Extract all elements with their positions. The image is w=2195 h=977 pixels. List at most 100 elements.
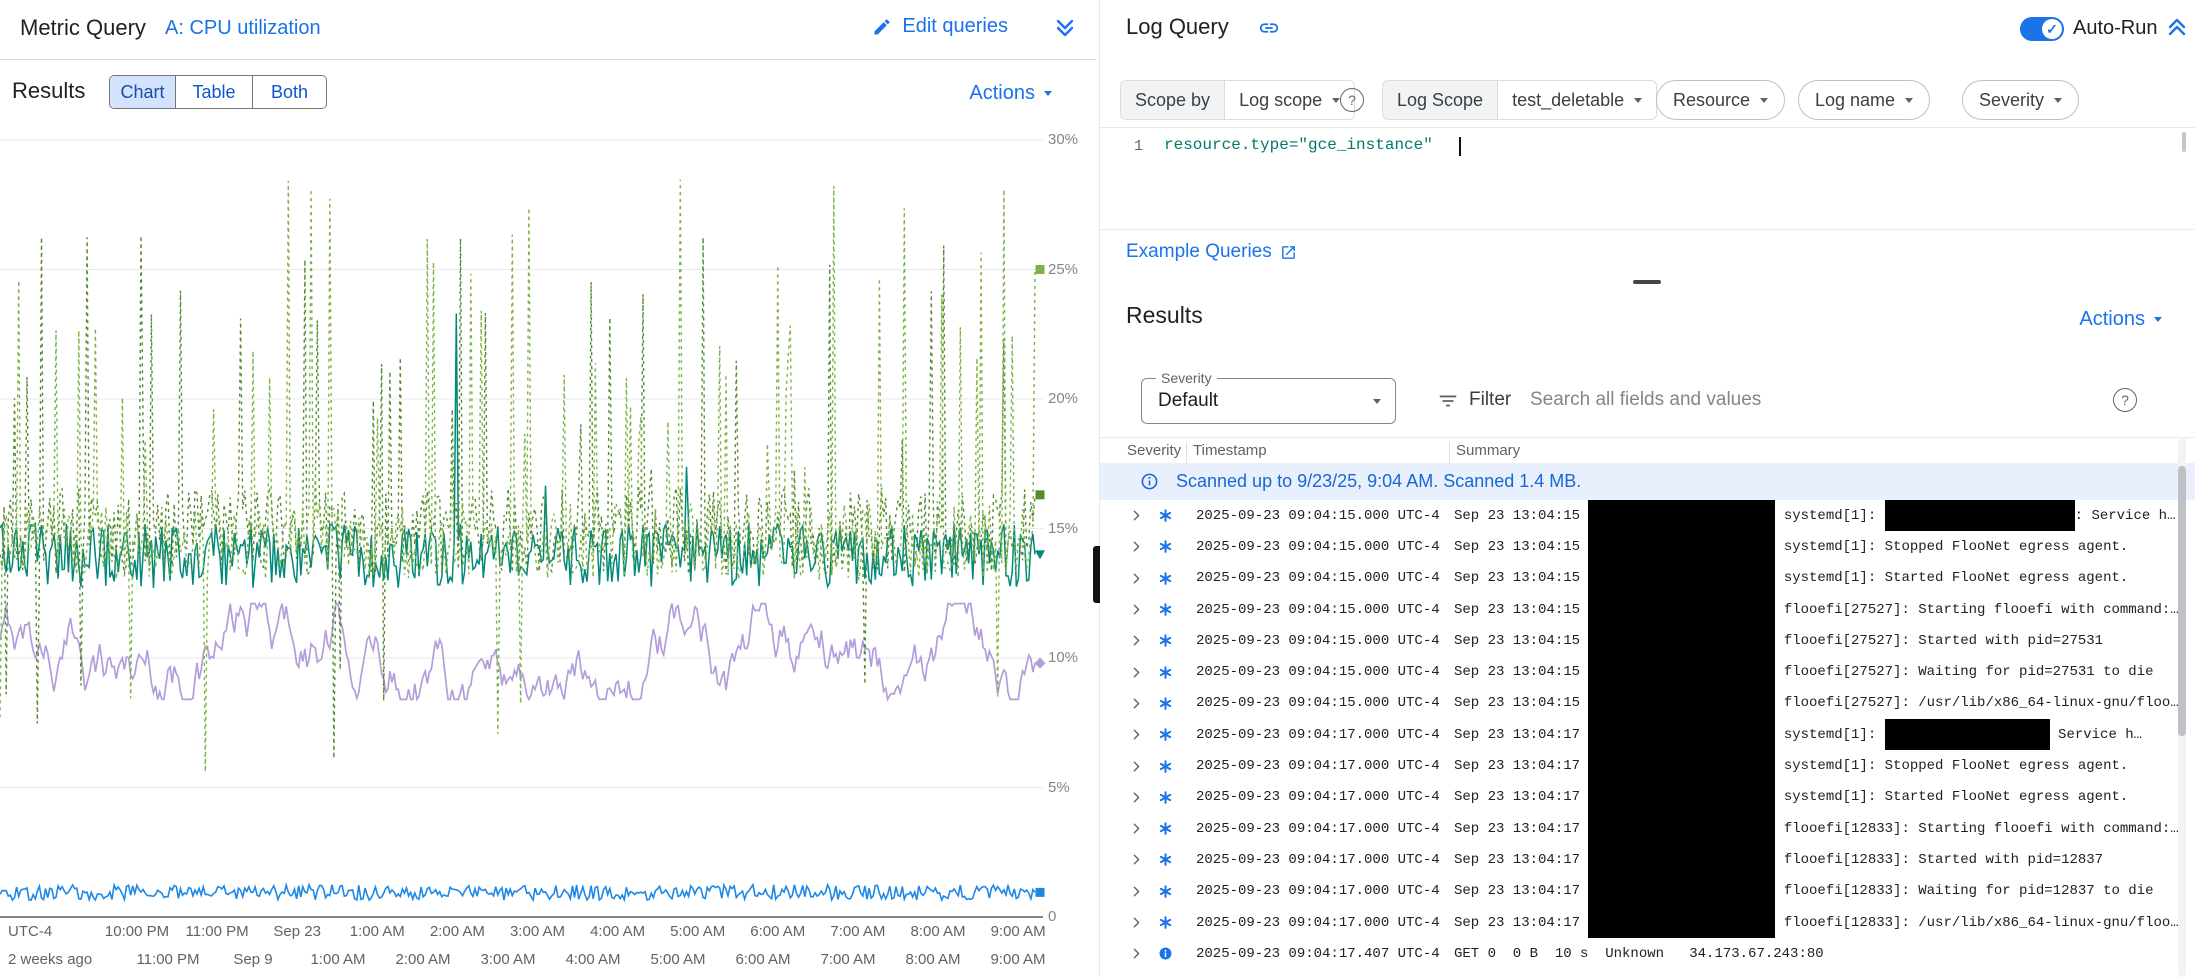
filter-help-icon[interactable]: ? (2113, 388, 2137, 412)
expand-row-chevron-icon[interactable] (1128, 788, 1146, 806)
log-timestamp: 2025-09-23 09:04:17.000 UTC-4 (1196, 820, 1440, 837)
y-axis-label: 5% (1048, 778, 1070, 796)
log-summary: Sep 23 13:04:17 flooefi[12833]: Started … (1454, 844, 2195, 876)
log-row[interactable]: 2025-09-23 09:04:15.000 UTC-4 Sep 23 13:0… (1100, 625, 2195, 657)
log-row[interactable]: 2025-09-23 09:04:15.000 UTC-4 Sep 23 13:0… (1100, 593, 2195, 626)
metric-actions-dropdown[interactable]: Actions (969, 82, 1052, 105)
tab-table[interactable]: Table (176, 76, 253, 108)
expand-row-chevron-icon[interactable] (1128, 882, 1146, 900)
expand-row-chevron-icon[interactable] (1128, 663, 1146, 681)
panel-resize-handle[interactable] (1093, 546, 1103, 603)
x-axis-label: Sep 23 (273, 923, 321, 940)
x-axis-label: 9:00 AM (990, 951, 1046, 968)
log-timestamp: 2025-09-23 09:04:17.000 UTC-4 (1196, 726, 1440, 743)
log-row[interactable]: 2025-09-23 09:04:15.000 UTC-4 Sep 23 13:0… (1100, 687, 2195, 720)
expand-queries-button[interactable] (1052, 15, 1078, 46)
redacted-block (1588, 562, 1776, 594)
log-summary-text: flooefi[12833]: Started with pid=12837 (1775, 851, 2104, 868)
x-axis-label: 4:00 AM (590, 923, 646, 940)
example-queries-link[interactable]: Example Queries (1126, 241, 1297, 263)
log-row[interactable]: 2025-09-23 09:04:17.000 UTC-4 Sep 23 13:0… (1100, 781, 2195, 813)
edit-queries-button[interactable]: Edit queries (872, 15, 1008, 38)
expand-row-chevron-icon[interactable] (1128, 538, 1146, 556)
log-timestamp: 2025-09-23 09:04:15.000 UTC-4 (1196, 507, 1440, 524)
copy-link-icon[interactable] (1258, 17, 1280, 44)
collapse-panel-button[interactable] (2164, 14, 2190, 45)
expand-row-chevron-icon[interactable] (1128, 820, 1146, 838)
log-row[interactable]: 2025-09-23 09:04:17.000 UTC-4 Sep 23 13:0… (1100, 812, 2195, 845)
y-axis-label: 20% (1048, 390, 1079, 407)
log-scope-dropdown[interactable]: Log scope (1225, 81, 1355, 119)
severity-pill-label: Severity (1979, 89, 2045, 110)
log-name-filter-pill[interactable]: Log name (1798, 80, 1931, 120)
log-row[interactable]: 2025-09-23 09:04:15.000 UTC-4 Sep 23 13:0… (1100, 500, 2195, 532)
chart-x-axis-current: UTC-4 10:00 PM 11:00 PM Sep 23 1:00 AM 2:00 A… (0, 923, 1096, 943)
x-axis-label: 2:00 AM (429, 923, 485, 940)
log-actions-dropdown[interactable]: Actions (2079, 308, 2162, 331)
expand-row-chevron-icon[interactable] (1128, 726, 1146, 744)
x-axis-label: UTC-4 (8, 923, 53, 940)
redacted-block (1588, 750, 1776, 782)
log-summary-text: flooefi[12833]: Starting flooefi with co… (1775, 820, 2179, 837)
series-cpu-utilization-teal (0, 313, 1036, 589)
log-scope-value-dropdown[interactable]: test_deletable (1498, 81, 1657, 119)
log-summary: Sep 23 13:04:17 systemd[1]: Service h… (1454, 719, 2195, 751)
log-row[interactable]: 2025-09-23 09:04:17.000 UTC-4 Sep 23 13:0… (1100, 844, 2195, 876)
expand-row-chevron-icon[interactable] (1128, 851, 1146, 869)
results-scrollbar-thumb[interactable] (2178, 466, 2186, 736)
expand-row-chevron-icon[interactable] (1128, 601, 1146, 619)
log-row[interactable]: 2025-09-23 09:04:17.000 UTC-4 Sep 23 13:0… (1100, 906, 2195, 939)
log-row[interactable]: 2025-09-23 09:04:17.000 UTC-4 Sep 23 13:0… (1100, 875, 2195, 907)
expand-row-chevron-icon[interactable] (1128, 914, 1146, 932)
query-text: resource.type="gce_instance" (1164, 136, 1433, 154)
text-cursor (1459, 137, 1461, 156)
severity-info-icon (1158, 946, 1174, 962)
section-resize-handle[interactable] (1633, 280, 1661, 284)
expand-row-chevron-icon[interactable] (1128, 632, 1146, 650)
column-divider (1186, 442, 1187, 468)
log-row[interactable]: 2025-09-23 09:04:17.407 UTC-4 GET 0 0 B 1… (1100, 938, 2195, 970)
resource-filter-pill[interactable]: Resource (1656, 80, 1786, 120)
chevron-down-icon (2154, 317, 2162, 322)
log-row[interactable]: 2025-09-23 09:04:15.000 UTC-4 Sep 23 13:0… (1100, 562, 2195, 594)
log-summary-text: Sep 23 13:04:15 (1454, 570, 1589, 587)
log-timestamp: 2025-09-23 09:04:17.000 UTC-4 (1196, 758, 1440, 775)
redacted-block (1588, 781, 1776, 813)
auto-run-toggle[interactable]: ✓ (2020, 17, 2064, 41)
filter-label: Filter (1469, 389, 1512, 410)
severity-select[interactable]: Severity Default (1141, 370, 1396, 424)
log-row[interactable]: 2025-09-23 09:04:17.000 UTC-4 Sep 23 13:0… (1100, 750, 2195, 782)
expand-row-chevron-icon[interactable] (1128, 694, 1146, 712)
log-row[interactable]: 2025-09-23 09:04:17.000 UTC-4 Sep 23 13:0… (1100, 719, 2195, 751)
log-summary-text: systemd[1]: Started FlooNet egress agent… (1775, 570, 2129, 587)
log-summary-text: GET 0 0 B 10 s Unknown 34.173.67.243:80 (1454, 945, 1824, 962)
tab-both[interactable]: Both (253, 76, 326, 108)
expand-row-chevron-icon[interactable] (1128, 757, 1146, 775)
expand-row-chevron-icon[interactable] (1128, 507, 1146, 525)
log-summary: Sep 23 13:04:15 flooefi[27527]: Started … (1454, 625, 2195, 657)
redacted-block (1588, 625, 1776, 657)
x-axis-label: 11:00 PM (185, 923, 249, 940)
scope-help-icon[interactable]: ? (1340, 88, 1364, 112)
log-summary: Sep 23 13:04:15 systemd[1]: Stopped Floo… (1454, 531, 2195, 563)
log-summary-text: Service h… (2049, 726, 2143, 743)
column-summary: Summary (1456, 442, 1521, 459)
log-query-editor[interactable]: 1 resource.type="gce_instance" (1100, 127, 2195, 230)
redacted-block (1588, 719, 1776, 751)
redacted-block (1588, 656, 1776, 688)
log-search-input[interactable]: Search all fields and values (1530, 389, 1762, 410)
log-summary-text: systemd[1]: (1775, 726, 1885, 743)
y-axis-label: 25% (1048, 260, 1079, 278)
severity-filter-pill[interactable]: Severity (1962, 80, 2080, 120)
chart-y-axis-labels: 30% 25% 20% 15% 10% 5% 0 (1048, 0, 1094, 977)
log-rows-list: 2025-09-23 09:04:15.000 UTC-4 Sep 23 13:0… (1100, 500, 2195, 977)
pencil-icon (874, 18, 890, 34)
expand-row-chevron-icon[interactable] (1128, 945, 1146, 963)
query-a-cpu-utilization-link[interactable]: A: CPU utilization (165, 17, 321, 39)
tab-chart[interactable]: Chart (110, 76, 176, 108)
editor-scrollbar[interactable] (2182, 132, 2186, 152)
y-axis-label: 15% (1048, 519, 1079, 537)
log-row[interactable]: 2025-09-23 09:04:15.000 UTC-4 Sep 23 13:0… (1100, 531, 2195, 563)
expand-row-chevron-icon[interactable] (1128, 569, 1146, 587)
log-row[interactable]: 2025-09-23 09:04:15.000 UTC-4 Sep 23 13:0… (1100, 656, 2195, 688)
